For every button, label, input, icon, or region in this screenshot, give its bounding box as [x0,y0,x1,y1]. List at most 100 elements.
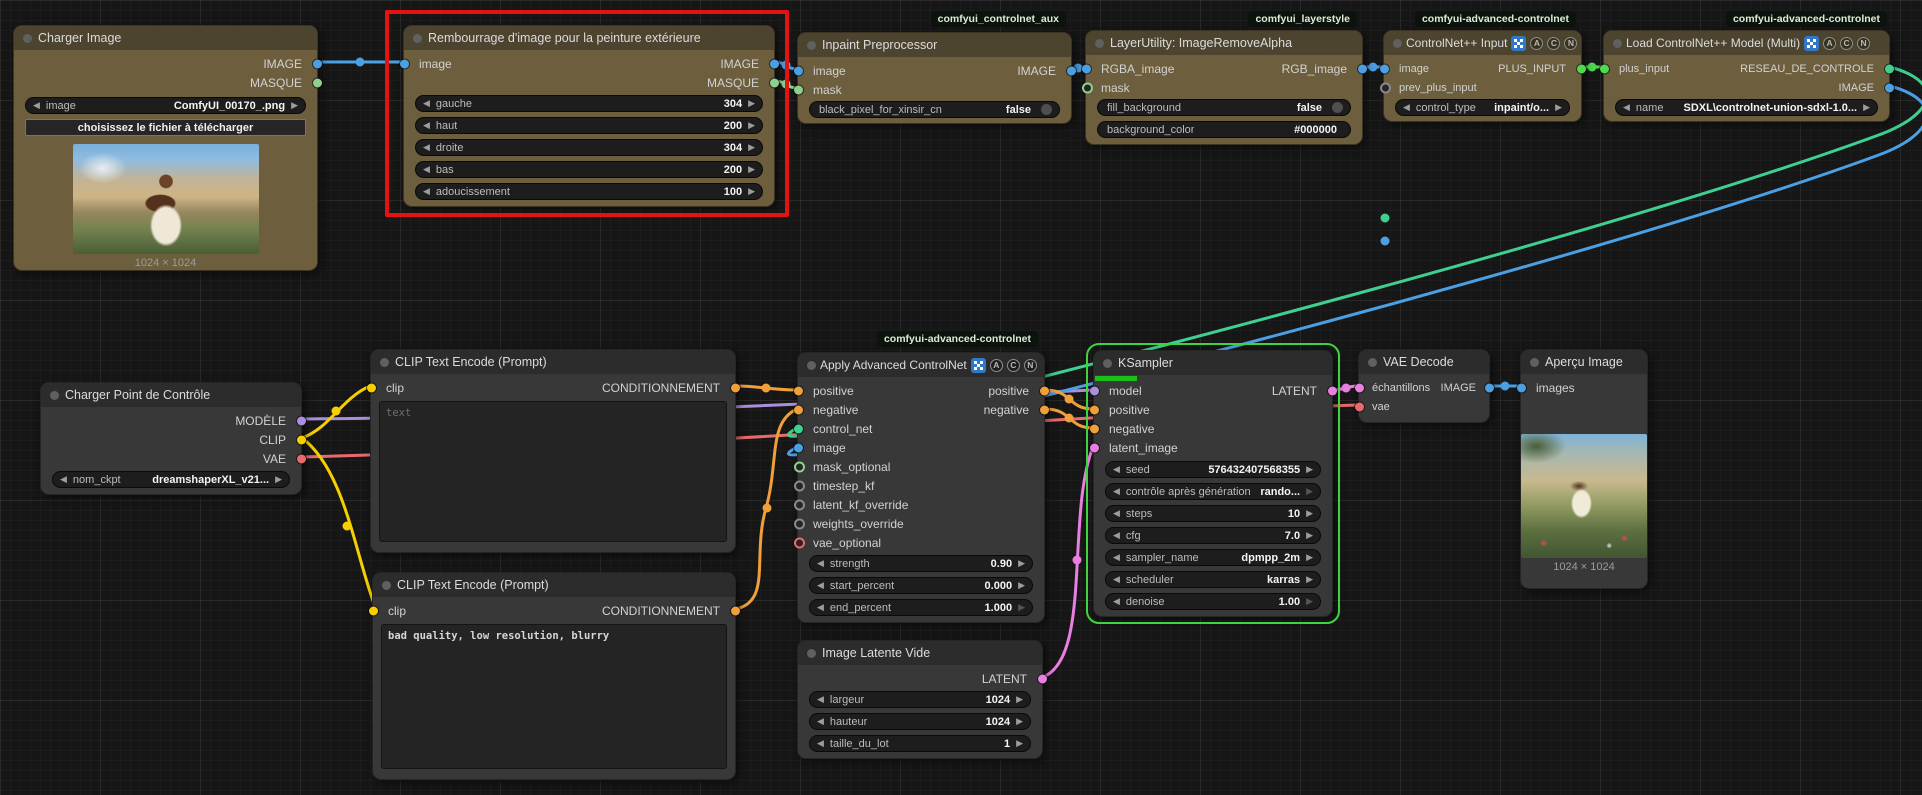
input-slot-weights-override[interactable] [794,518,805,529]
input-slot-mask[interactable] [794,85,803,94]
scheduler-combo-widget[interactable]: ◀ scheduler karras ▶ [1105,571,1321,588]
increment-arrow-icon[interactable]: ▶ [1306,596,1313,607]
decrement-arrow-icon[interactable]: ◀ [817,716,824,727]
input-slot-mask-optional[interactable] [1082,82,1093,93]
collapse-dot-icon[interactable] [807,361,816,370]
prompt-textarea[interactable]: bad quality, low resolution, blurry [381,624,727,769]
output-slot-latent[interactable] [1328,386,1337,395]
prompt-textarea[interactable]: text [379,401,727,542]
input-slot-negative[interactable] [794,405,803,414]
decrement-arrow-icon[interactable]: ◀ [1113,596,1120,607]
sampler-name-combo-widget[interactable]: ◀ sampler_name dpmpp_2m ▶ [1105,549,1321,566]
input-slot-vae[interactable] [1355,402,1364,411]
output-slot-vae[interactable] [297,454,306,463]
node-header[interactable]: KSampler [1094,351,1332,375]
collapse-dot-icon[interactable] [1393,39,1402,48]
input-slot-clip[interactable] [369,606,378,615]
increment-arrow-icon[interactable]: ▶ [748,186,755,197]
toggle-knob-icon[interactable] [1041,104,1052,115]
increment-arrow-icon[interactable]: ▶ [275,474,282,485]
output-slot-mask[interactable] [770,78,779,87]
control-type-combo-widget[interactable]: ◀ control_type inpaint/o... ▶ [1395,99,1570,116]
output-slot-image[interactable] [1485,383,1494,392]
node-header[interactable]: ControlNet++ Input A C N [1384,31,1581,55]
collapse-dot-icon[interactable] [1613,39,1622,48]
collapse-dot-icon[interactable] [50,391,59,400]
input-slot-image[interactable] [794,443,803,452]
collapse-dot-icon[interactable] [1095,39,1104,48]
feathering-number-widget[interactable]: ◀ adoucissement 100 ▶ [415,183,763,200]
collapse-dot-icon[interactable] [1530,358,1539,367]
collapse-dot-icon[interactable] [807,649,816,658]
upload-file-button[interactable]: choisissez le fichier à télécharger [25,119,306,136]
black-pixel-toggle-widget[interactable]: black_pixel_for_xinsir_cn false [809,101,1060,118]
output-slot-control-net[interactable] [1885,64,1894,73]
output-slot-rgb-image[interactable] [1358,64,1367,73]
collapse-dot-icon[interactable] [382,581,391,590]
decrement-arrow-icon[interactable]: ◀ [423,98,430,109]
seed-number-widget[interactable]: ◀ seed 576432407568355 ▶ [1105,461,1321,478]
increment-arrow-icon[interactable]: ▶ [748,142,755,153]
decrement-arrow-icon[interactable]: ◀ [423,164,430,175]
steps-number-widget[interactable]: ◀ steps 10 ▶ [1105,505,1321,522]
increment-arrow-icon[interactable]: ▶ [1306,552,1313,563]
decrement-arrow-icon[interactable]: ◀ [1113,552,1120,563]
increment-arrow-icon[interactable]: ▶ [1306,530,1313,541]
left-number-widget[interactable]: ◀ gauche 304 ▶ [415,95,763,112]
decrement-arrow-icon[interactable]: ◀ [1403,102,1410,113]
output-slot-mask[interactable] [313,78,322,87]
node-header[interactable]: Rembourrage d'image pour la peinture ext… [404,26,774,50]
output-slot-latent[interactable] [1038,674,1047,683]
increment-arrow-icon[interactable]: ▶ [1306,486,1313,497]
input-slot-image[interactable] [1380,64,1389,73]
width-number-widget[interactable]: ◀ largeur 1024 ▶ [809,691,1031,708]
decrement-arrow-icon[interactable]: ◀ [423,120,430,131]
decrement-arrow-icon[interactable]: ◀ [1113,508,1120,519]
input-slot-timestep-kf[interactable] [794,480,805,491]
decrement-arrow-icon[interactable]: ◀ [1113,486,1120,497]
increment-arrow-icon[interactable]: ▶ [1018,580,1025,591]
decrement-arrow-icon[interactable]: ◀ [817,738,824,749]
input-slot-images[interactable] [1517,383,1526,392]
input-slot-image[interactable] [400,59,409,68]
strength-number-widget[interactable]: ◀ strength 0.90 ▶ [809,555,1033,572]
right-number-widget[interactable]: ◀ droite 304 ▶ [415,139,763,156]
decrement-arrow-icon[interactable]: ◀ [1623,102,1630,113]
decrement-arrow-icon[interactable]: ◀ [817,694,824,705]
cfg-number-widget[interactable]: ◀ cfg 7.0 ▶ [1105,527,1321,544]
output-slot-clip[interactable] [297,435,306,444]
node-header[interactable]: Aperçu Image [1521,350,1647,374]
node-header[interactable]: Apply Advanced ControlNet A C N [798,353,1044,377]
node-header[interactable]: Inpaint Preprocessor [798,33,1071,57]
input-slot-positive[interactable] [1090,405,1099,414]
node-header[interactable]: Image Latente Vide [798,641,1042,665]
collapse-dot-icon[interactable] [807,41,816,50]
input-slot-samples[interactable] [1355,383,1364,392]
decrement-arrow-icon[interactable]: ◀ [1113,464,1120,475]
node-header[interactable]: CLIP Text Encode (Prompt) [373,573,735,597]
increment-arrow-icon[interactable]: ▶ [1016,738,1023,749]
decrement-arrow-icon[interactable]: ◀ [423,186,430,197]
model-name-combo-widget[interactable]: ◀ name SDXL\controlnet-union-sdxl-1.0...… [1615,99,1878,116]
decrement-arrow-icon[interactable]: ◀ [33,100,40,111]
increment-arrow-icon[interactable]: ▶ [1555,102,1562,113]
increment-arrow-icon[interactable]: ▶ [1306,464,1313,475]
increment-arrow-icon[interactable]: ▶ [1018,602,1025,613]
node-header[interactable]: Load ControlNet++ Model (Multi) A C N [1604,31,1889,55]
input-slot-plus-input[interactable] [1600,64,1609,73]
node-header[interactable]: LayerUtility: ImageRemoveAlpha [1086,31,1362,55]
increment-arrow-icon[interactable]: ▶ [1863,102,1870,113]
bottom-number-widget[interactable]: ◀ bas 200 ▶ [415,161,763,178]
output-slot-image[interactable] [1885,83,1894,92]
fill-background-toggle-widget[interactable]: fill_background false [1097,99,1351,116]
increment-arrow-icon[interactable]: ▶ [1016,694,1023,705]
output-slot-conditioning[interactable] [731,606,740,615]
increment-arrow-icon[interactable]: ▶ [748,164,755,175]
end-percent-number-widget[interactable]: ◀ end_percent 1.000 ▶ [809,599,1033,616]
input-slot-latent-image[interactable] [1090,443,1099,452]
toggle-knob-icon[interactable] [1332,102,1343,113]
control-after-generate-combo-widget[interactable]: ◀ contrôle après génération rando... ▶ [1105,483,1321,500]
denoise-number-widget[interactable]: ◀ denoise 1.00 ▶ [1105,593,1321,610]
increment-arrow-icon[interactable]: ▶ [748,120,755,131]
collapse-dot-icon[interactable] [380,358,389,367]
